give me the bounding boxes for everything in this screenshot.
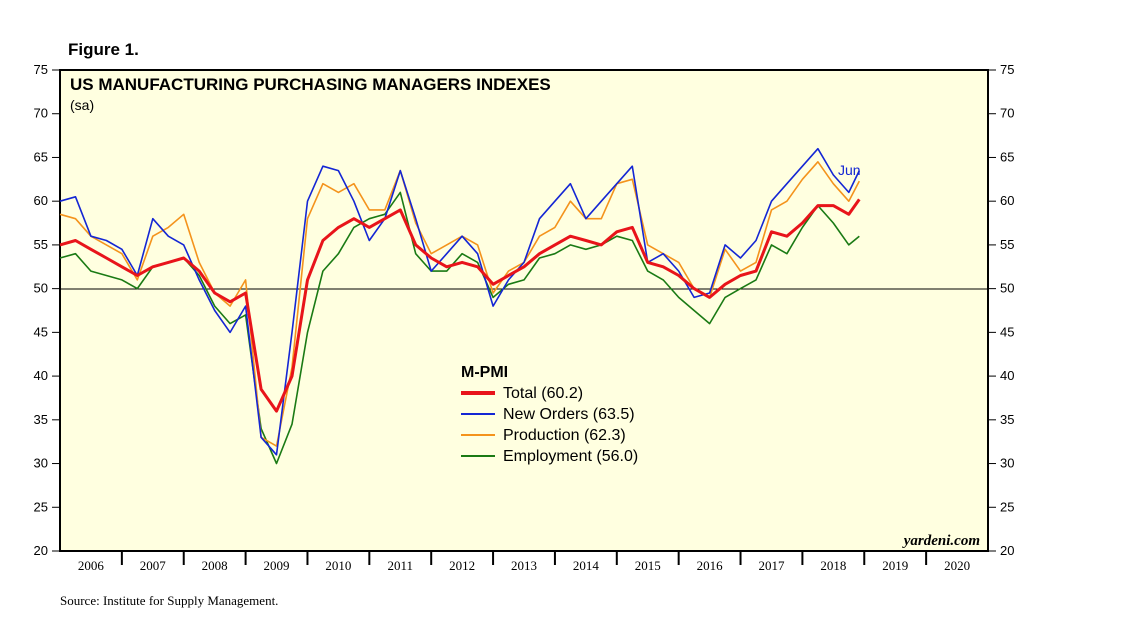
legend-title: M-PMI [461, 364, 508, 381]
y-tick-label-left: 30 [34, 456, 48, 471]
series-lines [59, 147, 861, 465]
x-axis: 2006 2007 2008 2009 2010 2011 2012 2013 2014 2015… [78, 551, 970, 573]
x-tick-label: 2012 [449, 558, 475, 573]
y-tick-label-left: 55 [34, 237, 48, 252]
y-tick-label-right: 55 [1000, 237, 1014, 252]
x-tick-label: 2020 [944, 558, 970, 573]
y-tick-label-right: 75 [1000, 62, 1014, 77]
y-tick-label-left: 75 [34, 62, 48, 77]
legend-label-total: Total (60.2) [503, 385, 583, 402]
x-tick-label: 2016 [697, 558, 724, 573]
y-tick-label-right: 30 [1000, 456, 1014, 471]
x-tick-label: 2010 [325, 558, 351, 573]
y-tick-label-right: 70 [1000, 106, 1014, 121]
x-tick-label: 2008 [202, 558, 228, 573]
chart-title: US MANUFACTURING PURCHASING MANAGERS IND… [70, 75, 551, 94]
y-tick-label-right: 50 [1000, 281, 1014, 296]
watermark: yardeni.com [902, 533, 980, 549]
y-tick-label-left: 70 [34, 106, 48, 121]
y-tick-label-right: 25 [1000, 499, 1014, 514]
chart-subtitle: (sa) [70, 97, 94, 113]
y-tick-label-left: 40 [34, 368, 48, 383]
figure-label: Figure 1. [68, 40, 139, 59]
y-tick-label-left: 60 [34, 193, 48, 208]
x-tick-label: 2007 [140, 558, 167, 573]
y-tick-label-left: 45 [34, 324, 48, 339]
x-tick-label: 2017 [758, 558, 785, 573]
legend-label-new-orders: New Orders (63.5) [503, 406, 635, 423]
y-tick-label-left: 50 [34, 281, 48, 296]
y-tick-label-left: 65 [34, 149, 48, 164]
plot-area [59, 69, 989, 552]
y-tick-label-left: 20 [34, 543, 48, 558]
y-tick-label-left: 25 [34, 499, 48, 514]
source-note: Source: Institute for Supply Management. [60, 593, 279, 608]
x-tick-label: 2009 [264, 558, 290, 573]
y-tick-label-right: 40 [1000, 368, 1014, 383]
x-tick-label: 2018 [820, 558, 846, 573]
legend-items: Total (60.2) New Orders (63.5) Production … [461, 385, 638, 465]
x-tick-label: 2013 [511, 558, 537, 573]
y-axis-left: 20 25 30 35 40 45 50 55 60 65 70 75 [34, 62, 60, 558]
y-axis-right: 20 25 30 35 40 45 50 55 60 65 70 75 [988, 62, 1014, 558]
series-line-total [59, 198, 861, 413]
legend-label-employment: Employment (56.0) [503, 448, 638, 465]
y-tick-label-right: 45 [1000, 324, 1014, 339]
legend-label-production: Production (62.3) [503, 427, 626, 444]
x-tick-label: 2011 [388, 558, 414, 573]
y-tick-label-right: 20 [1000, 543, 1014, 558]
end-annotation: Jun [838, 162, 861, 178]
x-tick-label: 2015 [635, 558, 661, 573]
y-tick-label-left: 35 [34, 412, 48, 427]
x-tick-label: 2006 [78, 558, 105, 573]
x-tick-label: 2019 [882, 558, 908, 573]
y-tick-label-right: 35 [1000, 412, 1014, 427]
legend: M-PMI Total (60.2) New Orders (63.5) Produ… [461, 364, 638, 465]
x-tick-label: 2014 [573, 558, 600, 573]
y-tick-label-right: 65 [1000, 149, 1014, 164]
y-tick-label-right: 60 [1000, 193, 1014, 208]
